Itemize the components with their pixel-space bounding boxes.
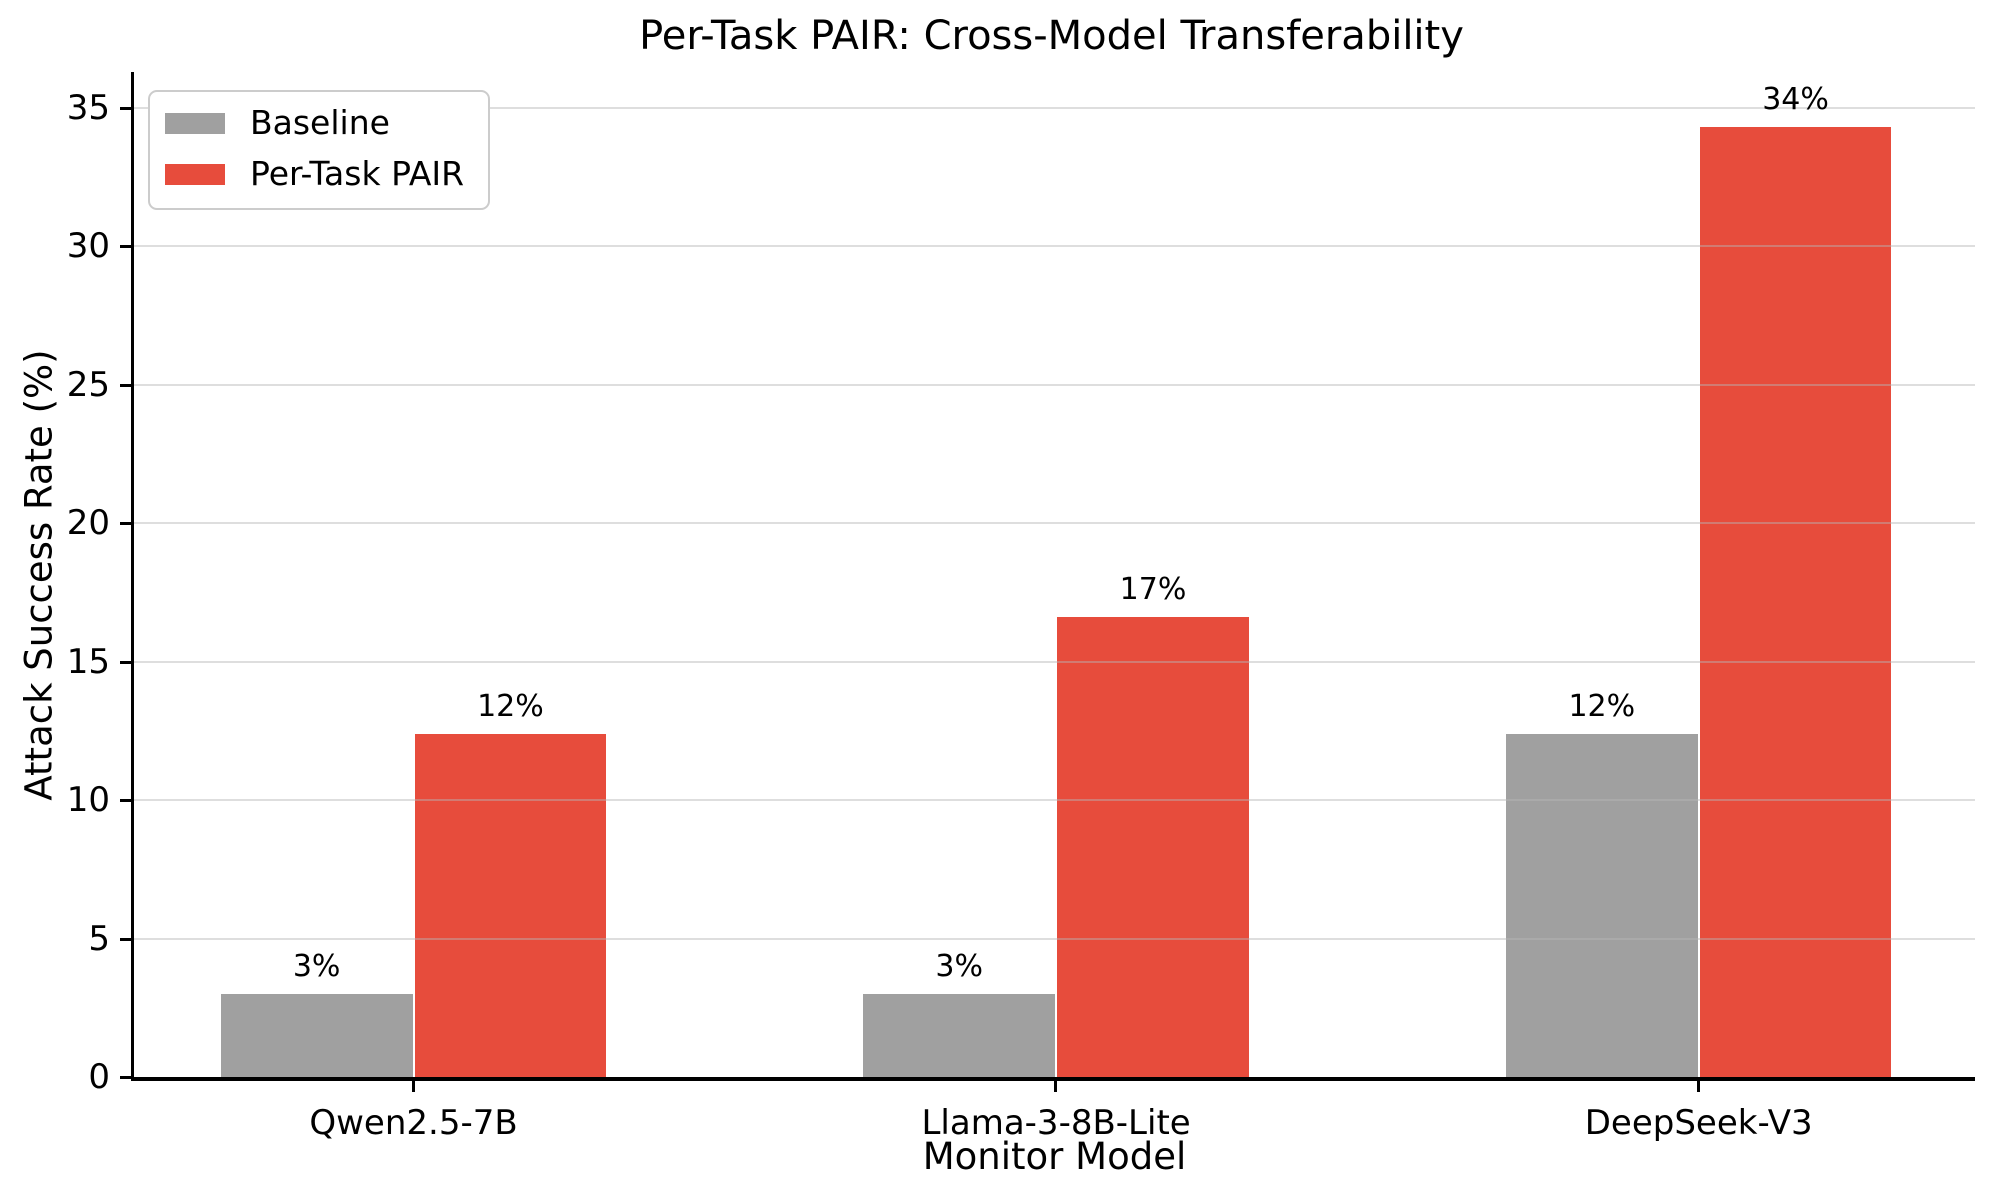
y-tick-mark <box>120 107 131 110</box>
x-axis-label: Monitor Model <box>922 1135 1187 1178</box>
x-tick-label: Qwen2.5-7B <box>309 1103 518 1143</box>
bar-baseline <box>220 993 413 1077</box>
baseline-color-swatch <box>165 112 225 134</box>
y-tick-mark <box>120 937 131 941</box>
legend-item-per-task-pair: Per-Task PAIR <box>165 154 465 194</box>
y-tick-label: 20 <box>66 503 110 544</box>
bar-per-task-pair <box>1699 127 1892 1077</box>
y-tick-mark <box>120 522 131 526</box>
bar-baseline <box>863 993 1056 1077</box>
y-tick-mark <box>120 660 131 664</box>
x-tick-mark <box>1696 1081 1700 1092</box>
bar-value-label: 3% <box>935 948 984 984</box>
y-axis-label: Attack Success Rate (%) <box>17 348 61 801</box>
bar-value-label: 34% <box>1762 82 1829 118</box>
y-tick-mark <box>120 1076 131 1079</box>
y-tick-mark <box>120 383 131 387</box>
gridline <box>134 383 1975 386</box>
y-tick-mark <box>120 799 131 803</box>
gridline <box>134 937 1975 940</box>
x-tick-mark <box>1054 1081 1058 1092</box>
chart-title: Per-Task PAIR: Cross-Model Transferabili… <box>639 13 1464 59</box>
gridline <box>134 799 1975 802</box>
legend-label-baseline: Baseline <box>250 103 390 142</box>
y-tick-label: 10 <box>66 780 110 821</box>
legend-item-baseline: Baseline <box>165 103 464 142</box>
bar-value-label: 17% <box>1119 572 1187 608</box>
gridline <box>134 245 1975 248</box>
y-tick-label: 15 <box>66 641 110 682</box>
bar-value-label: 3% <box>292 948 341 984</box>
gridline <box>134 522 1975 525</box>
x-tick-label: Llama-3-8B-Lite <box>921 1103 1191 1143</box>
bar-per-task-pair <box>1057 617 1249 1077</box>
gridline <box>134 660 1975 663</box>
y-tick-label: 35 <box>66 88 110 128</box>
gridline <box>134 107 1975 109</box>
y-tick-label: 25 <box>66 364 110 405</box>
bar-per-task-pair <box>414 733 607 1077</box>
bar-value-label: 12% <box>1568 688 1636 724</box>
per-task-pair-color-swatch <box>165 163 225 185</box>
legend-label-per-task-pair: Per-Task PAIR <box>250 154 465 194</box>
y-tick-label: 0 <box>88 1057 110 1097</box>
plot-area: Attack Success Rate (%) Monitor Model Ba… <box>18 72 1975 1178</box>
y-tick-label: 30 <box>66 226 110 267</box>
bar-baseline <box>1505 733 1698 1077</box>
y-tick-mark <box>120 245 131 249</box>
y-tick-label: 5 <box>88 918 110 959</box>
legend: Baseline Per-Task PAIR <box>148 90 491 210</box>
x-tick-label: DeepSeek-V3 <box>1584 1103 1813 1143</box>
x-tick-mark <box>411 1081 415 1092</box>
bar-value-label: 12% <box>477 688 544 724</box>
